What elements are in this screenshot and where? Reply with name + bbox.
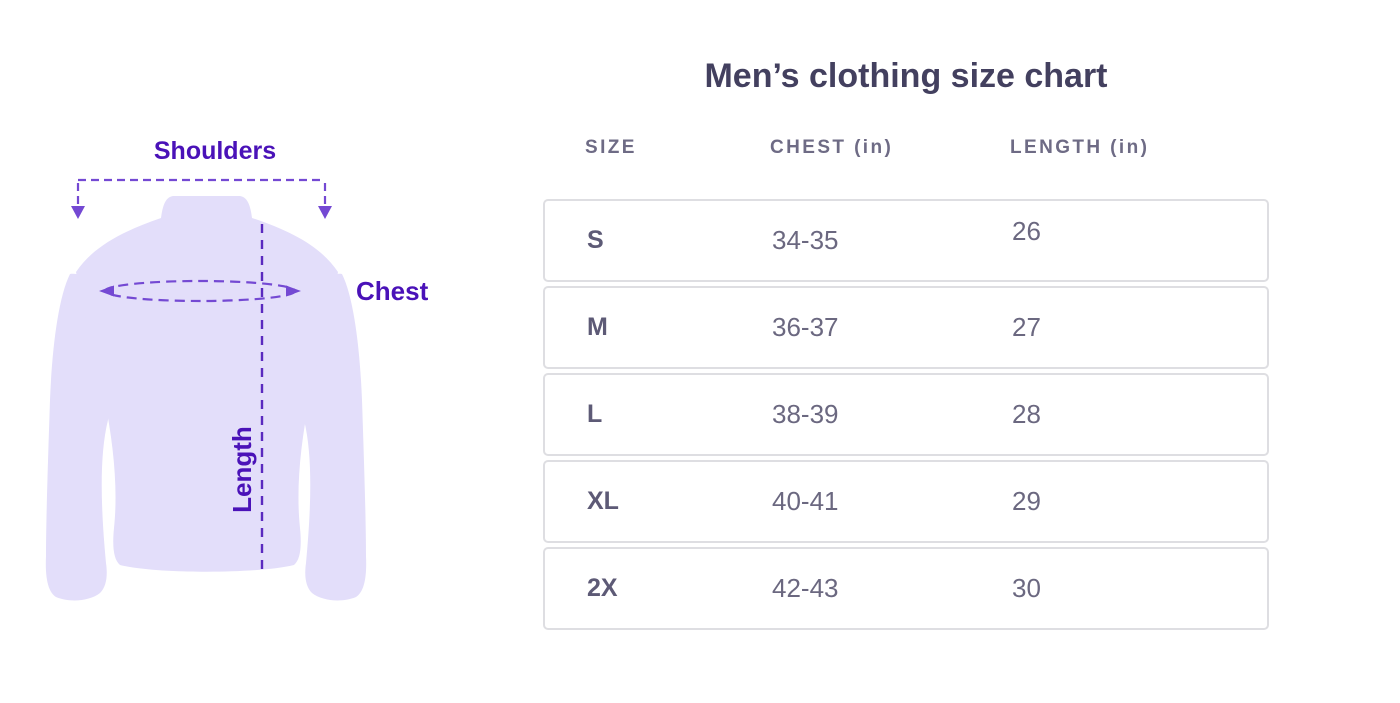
page-title: Men’s clothing size chart [704,57,1108,95]
table-row: 2X 42-43 30 [543,547,1269,630]
table-row: XL 40-41 29 [543,460,1269,543]
table-row: L 38-39 28 [543,373,1269,456]
column-header-length: LENGTH (in) [1010,137,1150,158]
column-header-chest: CHEST (in) [770,137,894,158]
table-row: M 36-37 27 [543,286,1269,369]
cell-length: 28 [1012,399,1041,429]
length-label: Length [227,426,257,513]
cell-chest: 42-43 [772,573,839,603]
chest-arrowhead-right [286,285,301,297]
cell-chest: 36-37 [772,312,839,342]
cell-size: XL [587,487,619,515]
cell-size: S [587,226,604,254]
shoulders-arrowhead-right [318,206,332,219]
shoulders-label: Shoulders [153,137,277,165]
shoulders-measure-line [76,178,327,206]
cell-size: L [587,400,603,428]
cell-chest: 38-39 [772,399,839,429]
cell-length: 30 [1012,573,1041,603]
cell-chest: 34-35 [772,225,839,255]
size-table: S 34-35 26 M 36-37 27 L 38-39 28 XL 40-4… [543,199,1269,634]
shirt-body [76,196,338,572]
size-table-header: SIZE CHEST (in) LENGTH (in) [543,134,1269,162]
cell-length: 29 [1012,486,1041,516]
cell-size: M [587,313,608,341]
column-header-size: SIZE [585,137,637,158]
shirt-illustration [45,178,367,601]
cell-length: 26 [1012,216,1041,246]
chest-arrowhead-left [99,285,114,297]
shoulders-arrowhead-left [71,206,85,219]
chest-label: Chest [356,276,429,306]
table-row: S 34-35 26 [543,199,1269,282]
cell-size: 2X [587,574,618,602]
cell-chest: 40-41 [772,486,839,516]
cell-length: 27 [1012,312,1041,342]
